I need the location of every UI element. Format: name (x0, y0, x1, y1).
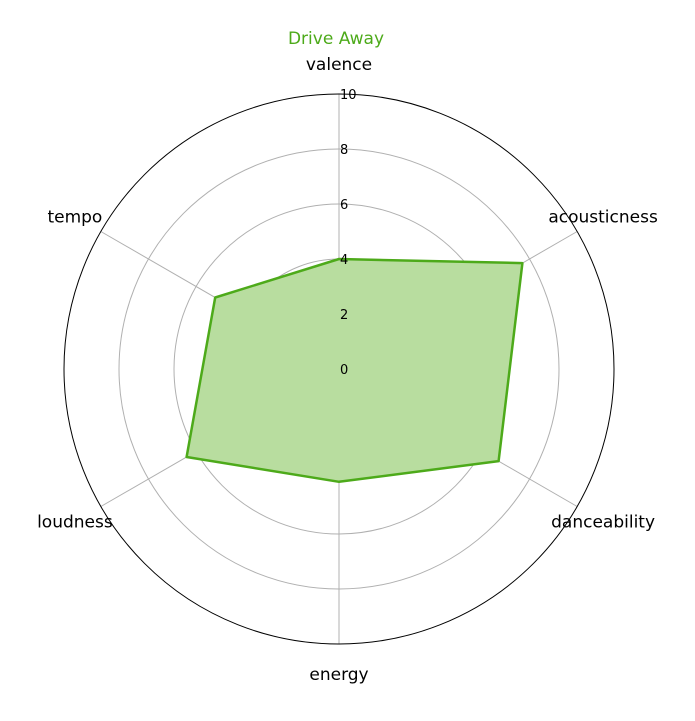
tick-label-2: 2 (340, 308, 348, 323)
axis-label-tempo: tempo (47, 208, 102, 228)
radial-tick-labels: 0 2 4 6 8 10 (340, 88, 357, 378)
series-fill (186, 259, 523, 482)
axis-label-danceability: danceability (551, 513, 655, 533)
axis-label-valence: valence (306, 55, 372, 75)
tick-label-0: 0 (340, 363, 348, 378)
series-layer (185, 257, 524, 484)
axis-label-loudness: loudness (37, 513, 113, 533)
chart-title: Drive Away (288, 29, 384, 49)
axis-labels: valence acousticness danceability energy lou… (37, 55, 658, 685)
tick-label-4: 4 (340, 253, 348, 268)
outer-frame (63, 93, 615, 645)
tick-label-10: 10 (340, 88, 357, 103)
tick-label-8: 8 (340, 143, 348, 158)
axis-label-energy: energy (309, 665, 368, 685)
tick-label-6: 6 (340, 198, 348, 213)
axis-label-acousticness: acousticness (548, 208, 658, 228)
